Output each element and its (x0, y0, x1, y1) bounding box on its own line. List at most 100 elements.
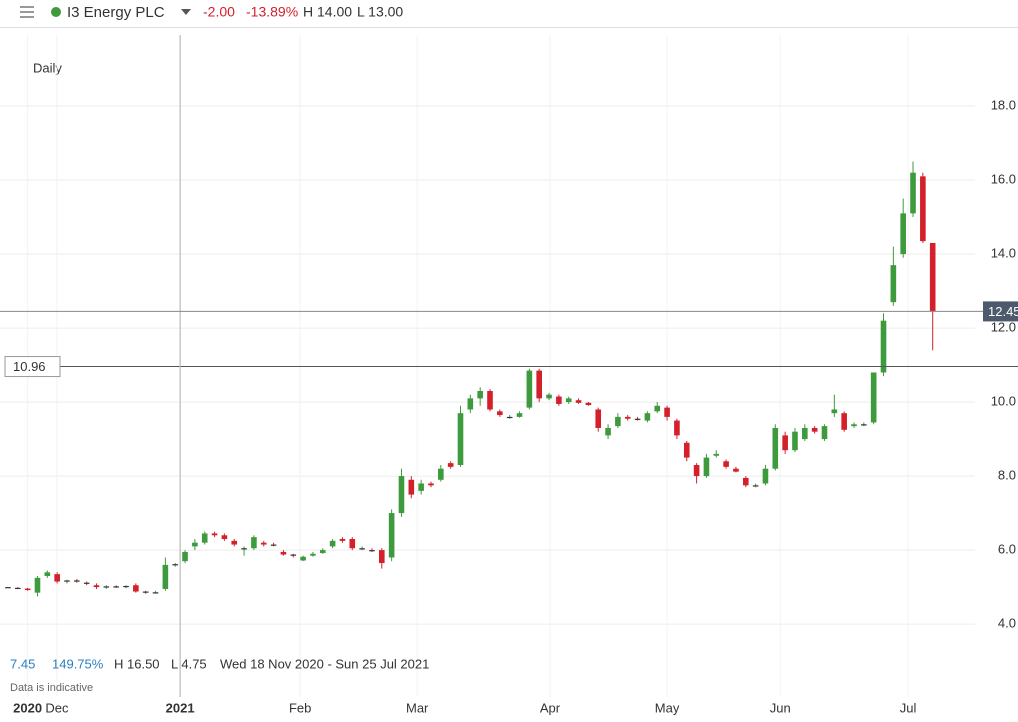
candle-body (428, 483, 434, 486)
last-price-label: 12.45 (988, 304, 1018, 319)
candle-body (162, 564, 169, 589)
candle-body (408, 479, 415, 495)
candle-body (693, 464, 700, 477)
crosshair-label: 10.96 (13, 359, 46, 374)
menu-icon[interactable] (20, 6, 34, 18)
info-note: Data is indicative (10, 682, 93, 694)
x-tick-label: Dec (45, 700, 69, 715)
candle-body (280, 551, 287, 555)
x-tick-label: 2020 (13, 700, 42, 715)
candle-body (910, 172, 916, 214)
candle-body (772, 427, 779, 469)
y-tick-label: 6.0 (998, 542, 1016, 557)
change: -2.00 (203, 4, 235, 20)
candle-body (123, 585, 129, 588)
session-low: L 13.00 (357, 4, 403, 20)
candle-body (339, 538, 346, 541)
x-tick-label: Feb (289, 700, 311, 715)
candle-body (133, 585, 139, 592)
candle-body (93, 585, 100, 588)
y-tick-label: 8.0 (998, 468, 1016, 483)
candle-body (674, 420, 680, 436)
candle-body (34, 577, 41, 593)
candle-body (438, 468, 444, 480)
last-price-box (983, 301, 1018, 322)
candle-body (329, 540, 336, 547)
session-high: H 14.00 (303, 4, 352, 20)
info-low: L 4.75 (171, 656, 207, 671)
candle-body (477, 390, 483, 399)
candle-body (565, 398, 572, 403)
candle-body (792, 431, 798, 451)
candle-body (634, 418, 641, 420)
candle-body (83, 582, 90, 584)
candle-body (664, 407, 670, 417)
candle-body (821, 426, 828, 440)
candle-body (74, 580, 80, 582)
candle-body (103, 586, 110, 588)
x-tick-label: 2021 (166, 700, 195, 715)
candle-body (546, 394, 552, 399)
candle-body (880, 320, 887, 373)
x-tick-label: May (655, 700, 680, 715)
dropdown-arrow[interactable] (181, 9, 191, 15)
candle-body (152, 592, 159, 594)
y-tick-label: 10.0 (991, 394, 1016, 409)
candle-body (506, 416, 513, 419)
candle-body (319, 550, 326, 554)
instrument-name[interactable]: I3 Energy PLC (67, 4, 165, 21)
status-dot (51, 7, 61, 17)
info-range: Wed 18 Nov 2020 - Sun 25 Jul 2021 (220, 656, 429, 671)
candle-body (742, 477, 749, 486)
candle-body (526, 370, 533, 408)
candle-body (654, 405, 661, 412)
candle-body (201, 533, 208, 543)
candle-body (605, 427, 611, 436)
candle-body (900, 213, 906, 255)
candle-body (851, 424, 857, 427)
candle-body (369, 550, 375, 552)
candle-body (142, 591, 149, 593)
candle-body (841, 413, 847, 430)
change-pct: -13.89% (246, 4, 298, 20)
candle-body (192, 542, 198, 547)
candle-body (595, 409, 602, 428)
candle-body (241, 548, 247, 550)
candle-body (457, 413, 464, 465)
candle-body (359, 548, 365, 550)
candle-body (467, 398, 474, 410)
candle-body (713, 453, 720, 456)
candle-body (585, 402, 592, 406)
candle-body (752, 485, 759, 487)
candle-body (113, 586, 119, 588)
x-tick-label: Jun (770, 700, 791, 715)
candle-body (221, 535, 228, 539)
candle-body (260, 542, 267, 545)
candle-body (831, 409, 838, 414)
candle-body (388, 513, 395, 558)
candle-body (811, 427, 818, 432)
candle-body (556, 396, 562, 404)
x-tick-label: Mar (406, 700, 429, 715)
candle-body (683, 442, 690, 458)
candle-body (5, 587, 11, 589)
interval[interactable]: Daily (33, 60, 62, 75)
candle-body (487, 390, 493, 410)
candle-body (44, 572, 51, 576)
candle-body (920, 176, 926, 242)
x-tick-label: Apr (540, 700, 561, 715)
y-tick-label: 16.0 (991, 171, 1016, 186)
candle-body (536, 370, 542, 399)
info-first: 7.45 (10, 656, 35, 671)
info-change: 149.75% (52, 656, 104, 671)
candle-body (182, 551, 188, 562)
candle-body (782, 435, 788, 451)
candle-body (349, 538, 356, 549)
candle-body (929, 242, 936, 312)
info-high: H 16.50 (114, 656, 160, 671)
candle-body (211, 533, 218, 536)
candle-body (398, 476, 405, 514)
candle-body (270, 544, 277, 546)
crosshair-box (4, 356, 61, 378)
